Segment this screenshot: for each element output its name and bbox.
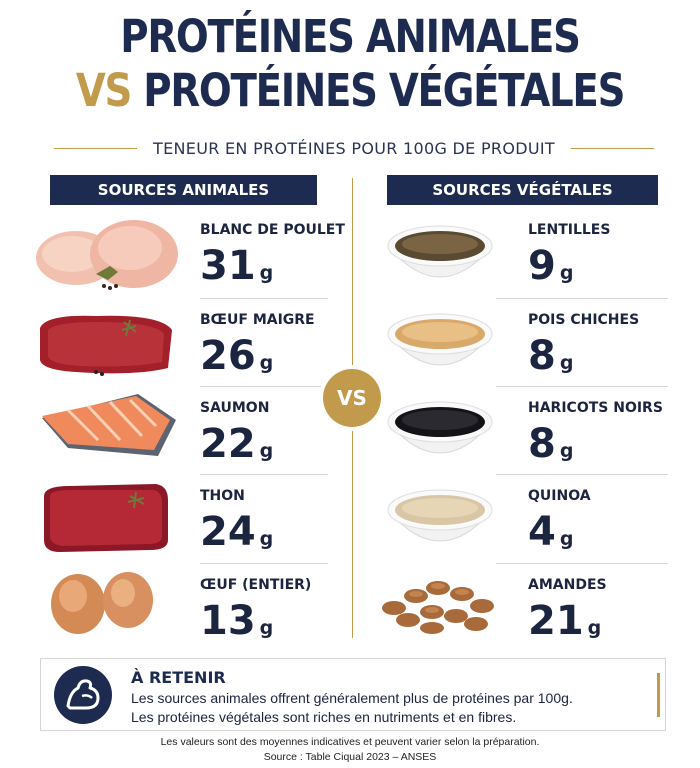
retenir-title: À RETENIR bbox=[131, 668, 226, 687]
row-separator bbox=[496, 298, 668, 299]
page-title: PROTÉINES ANIMALES VS PROTÉINES VÉGÉTALE… bbox=[0, 10, 700, 118]
subtitle: TENEUR EN PROTÉINES POUR 100G DE PRODUIT bbox=[54, 136, 654, 160]
animal-sources-header: SOURCES ANIMALES bbox=[50, 175, 317, 205]
item-name: ŒUF (ENTIER) bbox=[200, 577, 312, 593]
row-separator bbox=[200, 386, 328, 387]
animal-item: BŒUF MAIGRE 26 g bbox=[200, 308, 330, 396]
item-name: POIS CHICHES bbox=[528, 312, 640, 328]
retenir-accent-bar bbox=[657, 673, 660, 717]
vs-badge: VS bbox=[323, 369, 381, 427]
item-name: BLANC DE POULET bbox=[200, 222, 345, 238]
item-value: 26 g bbox=[200, 333, 274, 379]
row-separator bbox=[496, 563, 668, 564]
item-value: 22 g bbox=[200, 421, 274, 467]
item-name: BŒUF MAIGRE bbox=[200, 312, 315, 328]
quinoa-bowl-icon bbox=[386, 489, 494, 542]
subtitle-rule-left bbox=[54, 147, 138, 149]
retenir-box: À RETENIR Les sources animales offrent g… bbox=[40, 658, 666, 731]
vegetal-item: AMANDES 21 g bbox=[528, 573, 668, 661]
title-line-2: VS PROTÉINES VÉGÉTALES bbox=[75, 64, 626, 117]
beef-steak-icon bbox=[40, 315, 172, 376]
title-line-1: PROTÉINES ANIMALES bbox=[120, 10, 581, 63]
item-name: HARICOTS NOIRS bbox=[528, 400, 663, 416]
item-name: THON bbox=[200, 488, 245, 504]
subtitle-text: TENEUR EN PROTÉINES POUR 100G DE PRODUIT bbox=[153, 138, 555, 158]
lentils-bowl-icon bbox=[386, 225, 494, 278]
row-separator bbox=[200, 298, 328, 299]
item-name: LENTILLES bbox=[528, 222, 611, 238]
row-separator bbox=[496, 386, 668, 387]
tuna-steak-icon bbox=[44, 484, 168, 552]
footer-note: Les valeurs sont des moyennes indicative… bbox=[160, 736, 540, 748]
title-vs: VS bbox=[75, 64, 133, 117]
item-name: QUINOA bbox=[528, 488, 591, 504]
eggs-icon bbox=[51, 572, 153, 634]
row-separator bbox=[200, 563, 328, 564]
row-separator bbox=[200, 474, 328, 475]
salmon-fillet-icon bbox=[42, 394, 176, 456]
animal-item: BLANC DE POULET 31 g bbox=[200, 218, 345, 306]
chicken-breast-icon bbox=[36, 220, 178, 290]
row-separator bbox=[496, 474, 668, 475]
chickpeas-bowl-icon bbox=[386, 313, 494, 366]
retenir-line-2: Les protéines végétales sont riches en n… bbox=[131, 709, 517, 725]
item-value: 24 g bbox=[200, 509, 274, 555]
subtitle-rule-right bbox=[570, 147, 654, 149]
item-value: 31 g bbox=[200, 243, 274, 289]
animal-item: SAUMON 22 g bbox=[200, 396, 330, 484]
item-value: 21 g bbox=[528, 598, 602, 644]
vegetal-sources-header: SOURCES VÉGÉTALES bbox=[387, 175, 658, 205]
footer-source: Source : Table Ciqual 2023 – ANSES bbox=[263, 751, 437, 763]
item-name: AMANDES bbox=[528, 577, 607, 593]
item-value: 13 g bbox=[200, 598, 274, 644]
animal-item: THON 24 g bbox=[200, 484, 330, 572]
black-beans-bowl-icon bbox=[386, 401, 494, 454]
flexed-arm-icon bbox=[54, 666, 112, 724]
animal-item: ŒUF (ENTIER) 13 g bbox=[200, 573, 330, 661]
item-name: SAUMON bbox=[200, 400, 270, 416]
retenir-line-1: Les sources animales offrent généralemen… bbox=[131, 690, 573, 706]
almonds-icon bbox=[382, 581, 494, 634]
